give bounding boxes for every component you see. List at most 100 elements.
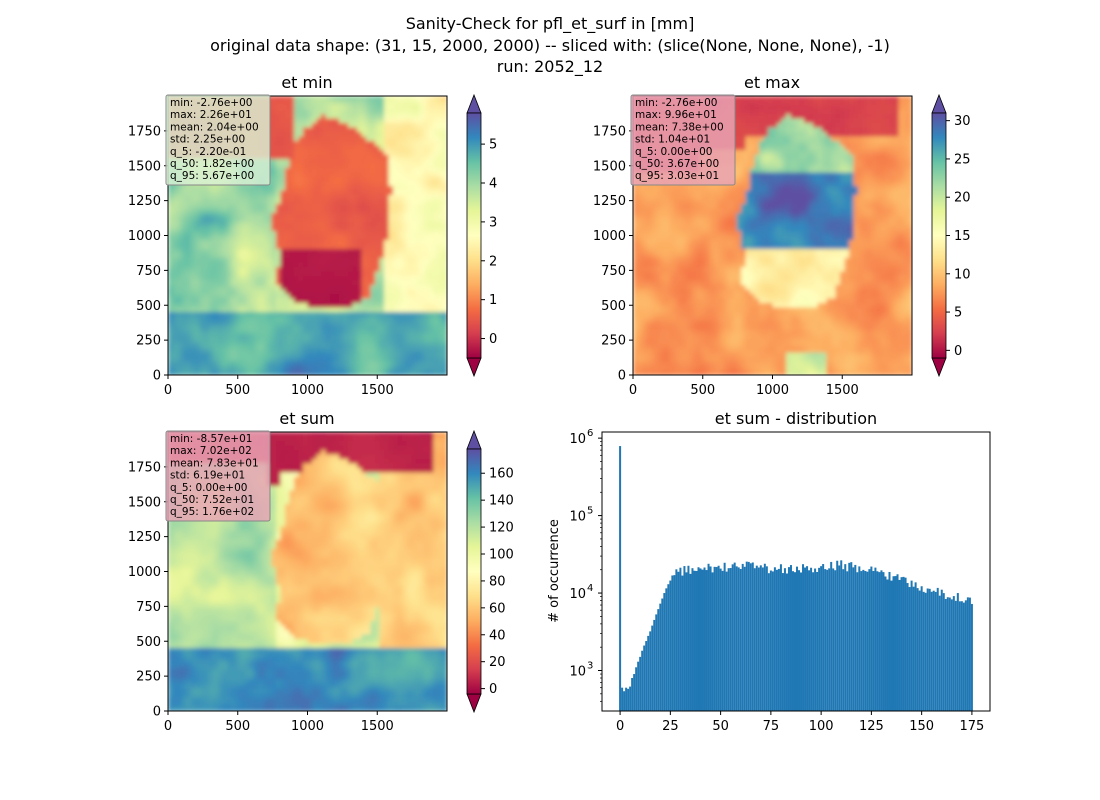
heatmap-cell — [249, 285, 255, 291]
heatmap-cell — [867, 123, 873, 129]
heatmap-cell — [186, 240, 192, 246]
heatmap-cell — [312, 357, 318, 363]
heatmap-cell — [298, 366, 304, 372]
heatmap-cell — [235, 339, 241, 345]
heatmap-cell — [420, 307, 426, 313]
heatmap-cell — [366, 199, 372, 205]
heatmap-cell — [307, 357, 313, 363]
heatmap-cell — [316, 163, 322, 169]
heatmap-cell — [217, 348, 223, 354]
heatmap-cell — [768, 118, 774, 124]
heatmap-cell — [303, 159, 309, 165]
heatmap-cell — [804, 109, 810, 115]
heatmap-cell — [289, 307, 295, 313]
heatmap-cell — [406, 253, 412, 259]
heatmap-cell — [280, 100, 286, 106]
heatmap-cell — [321, 343, 327, 349]
heatmap-cell — [181, 289, 187, 295]
heatmap-cell — [321, 262, 327, 268]
heatmap-cell — [420, 316, 426, 322]
heatmap-cell — [307, 226, 313, 232]
heatmap-cell — [334, 123, 340, 129]
heatmap-cell — [303, 136, 309, 142]
heatmap-cell — [181, 339, 187, 345]
heatmap-cell — [352, 231, 358, 237]
heatmap-cell — [420, 145, 426, 151]
heatmap-cell — [181, 276, 187, 282]
heatmap-cell — [186, 307, 192, 313]
heatmap-cell — [442, 132, 447, 138]
heatmap-cell — [402, 141, 408, 147]
heatmap-cell — [880, 154, 886, 160]
heatmap-cell — [276, 105, 282, 111]
heatmap-cell — [312, 100, 318, 106]
heatmap-cell — [388, 186, 394, 192]
heatmap-cell — [433, 154, 439, 160]
heatmap-cell — [217, 280, 223, 286]
heatmap-cell — [379, 127, 385, 133]
heatmap-cell — [271, 177, 277, 183]
heatmap-cell — [213, 325, 219, 331]
heatmap-cell — [307, 316, 313, 322]
heatmap-cell — [429, 285, 435, 291]
heatmap-cell — [199, 235, 205, 241]
heatmap-cell — [849, 136, 855, 142]
heatmap-cell — [429, 334, 435, 340]
heatmap-cell — [844, 154, 850, 160]
heatmap-cell — [303, 276, 309, 282]
heatmap-cell — [411, 132, 417, 138]
heatmap-cell — [375, 361, 381, 367]
heatmap-cell — [379, 312, 385, 318]
heatmap-cell — [361, 253, 367, 259]
heatmap-cell — [438, 321, 444, 327]
heatmap-cell — [226, 339, 232, 345]
heatmap-cell — [433, 370, 439, 375]
heatmap-cell — [379, 289, 385, 295]
heatmap-cell — [840, 105, 846, 111]
heatmap-cell — [352, 123, 358, 129]
heatmap-cell — [361, 141, 367, 147]
heatmap-cell — [745, 123, 751, 129]
heatmap-cell — [795, 127, 801, 133]
heatmap-cell — [262, 285, 268, 291]
heatmap-cell — [402, 154, 408, 160]
heatmap-cell — [406, 222, 412, 228]
heatmap-cell — [844, 136, 850, 142]
heatmap-cell — [231, 235, 237, 241]
heatmap-cell — [348, 159, 354, 165]
heatmap-cell — [366, 370, 372, 375]
heatmap-cell — [253, 321, 259, 327]
heatmap-cell — [393, 271, 399, 277]
heatmap-cell — [898, 132, 904, 138]
heatmap-cell — [186, 195, 192, 201]
heatmap-cell — [330, 190, 336, 196]
heatmap-cell — [388, 100, 394, 106]
heatmap-cell — [186, 217, 192, 223]
heatmap-cell — [343, 330, 349, 336]
heatmap-cell — [438, 145, 444, 151]
heatmap-cell — [339, 334, 345, 340]
heatmap-cell — [822, 168, 828, 174]
heatmap-cell — [208, 316, 214, 322]
heatmap-cell — [384, 307, 390, 313]
heatmap-cell — [289, 154, 295, 160]
heatmap-cell — [438, 267, 444, 273]
heatmap-cell — [235, 352, 241, 358]
colorbar-extend-max — [466, 93, 482, 114]
heatmap-cell — [312, 213, 318, 219]
figure-title-line-3: run: 2052_12 — [497, 57, 603, 77]
heatmap-cell — [235, 280, 241, 286]
heatmap-cell — [903, 168, 909, 174]
heatmap-cell — [294, 258, 300, 264]
heatmap-cell — [876, 96, 882, 102]
heatmap-cell — [267, 186, 273, 192]
heatmap-cell — [352, 330, 358, 336]
heatmap-cell — [795, 141, 801, 147]
heatmap-cell — [357, 267, 363, 273]
heatmap-cell — [366, 226, 372, 232]
heatmap-cell — [804, 96, 810, 102]
heatmap-cell — [289, 258, 295, 264]
heatmap-cell — [339, 96, 345, 102]
heatmap-cell — [402, 262, 408, 268]
heatmap-cell — [768, 150, 774, 156]
